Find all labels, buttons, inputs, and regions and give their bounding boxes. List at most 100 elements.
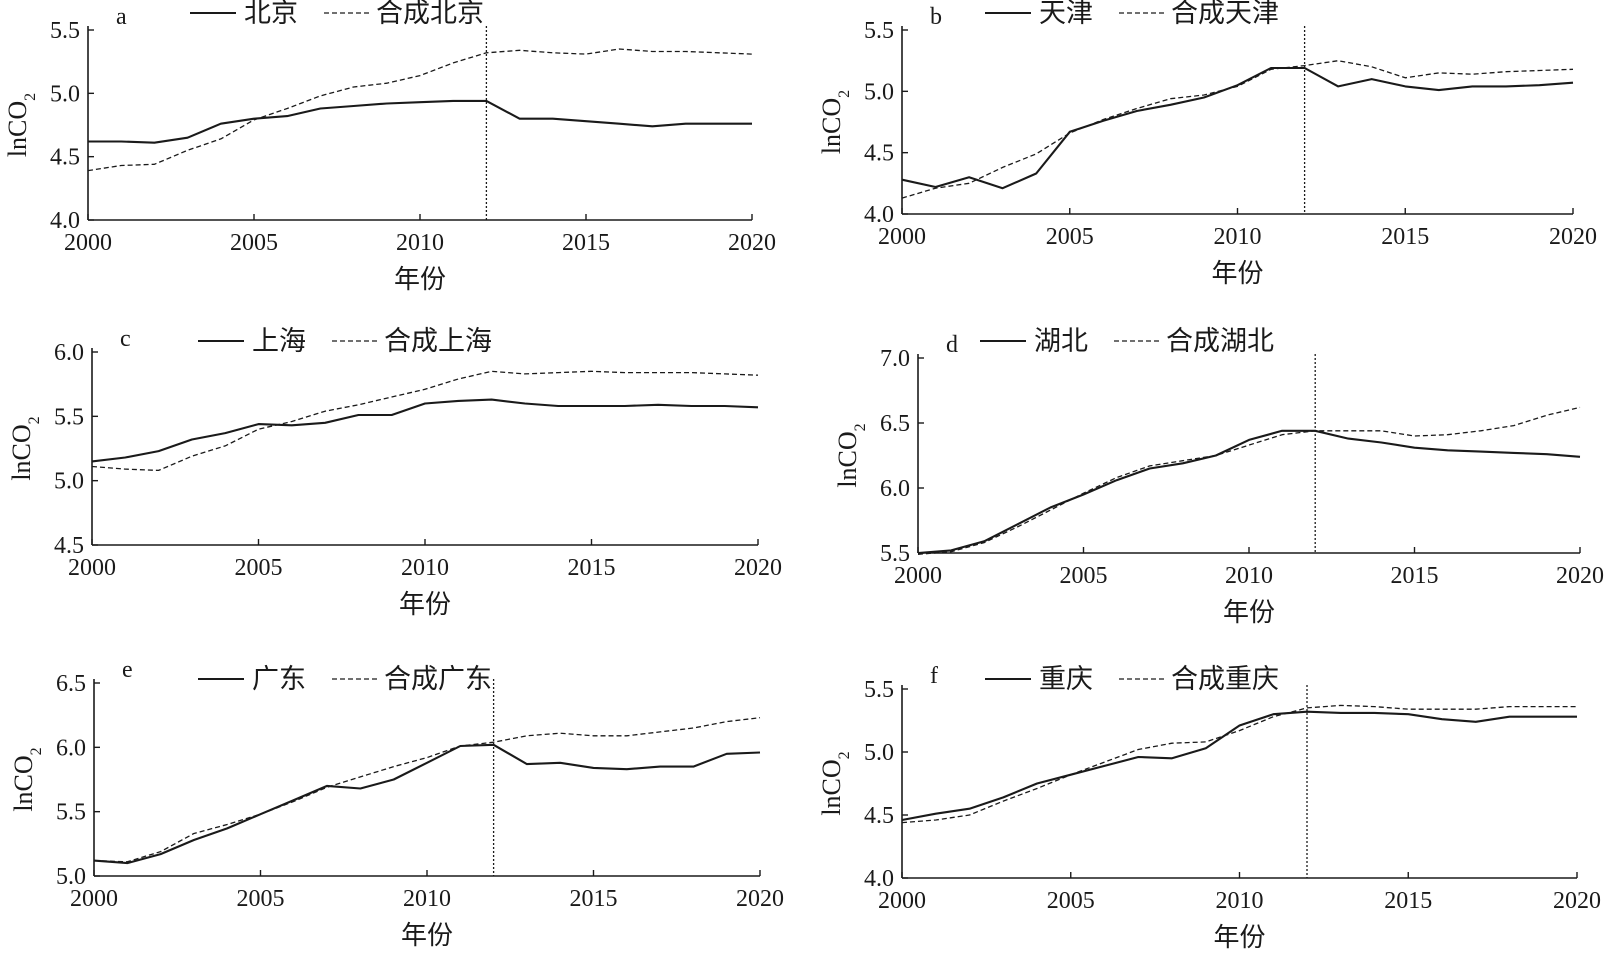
panel-a: 4.0 4.5 5.0 5.5 2000 2005 2010 2015 2020 年份 lnCO2 a… xyxy=(3,0,776,294)
x-tick-label: 2005 xyxy=(1046,224,1094,250)
y-tick-label: 5.5 xyxy=(56,800,86,826)
x-tick-label: 2010 xyxy=(396,230,444,256)
panel-letter: f xyxy=(930,663,938,689)
y-tick-label: 5.5 xyxy=(864,18,894,44)
x-tick-label: 2020 xyxy=(1549,224,1597,250)
y-tick-label: 5.5 xyxy=(50,18,80,44)
actual-series-line xyxy=(901,710,1577,822)
legend-label-synthetic: 合成北京 xyxy=(376,0,484,28)
y-tick-label: 7.0 xyxy=(880,346,910,372)
panel-e: 5.0 5.5 6.0 6.5 2000 2005 2010 2015 2020 年份 lnCO2 e… xyxy=(9,657,784,950)
y-axis-label-main: lnCO xyxy=(9,755,38,811)
legend: 天津 合成天津 xyxy=(985,0,1279,28)
y-tick-label: 5.0 xyxy=(56,864,86,890)
y-tick-label: 5.5 xyxy=(864,677,894,703)
x-tick-label: 2010 xyxy=(401,555,449,581)
y-axis-label: lnCO2 xyxy=(817,751,853,815)
y-axis-label-main: lnCO xyxy=(833,431,862,487)
x-tick-label: 2000 xyxy=(68,555,116,581)
y-axis-label-subscript: 2 xyxy=(836,751,853,759)
x-axis-label: 年份 xyxy=(1223,598,1275,627)
x-axis-label: 年份 xyxy=(399,590,451,619)
legend-label-synthetic: 合成上海 xyxy=(384,326,492,356)
x-tick-label: 2015 xyxy=(1381,224,1429,250)
synthetic-series-line xyxy=(93,717,761,863)
y-tick-label: 6.5 xyxy=(56,671,86,697)
y-axis-label: lnCO2 xyxy=(817,90,853,154)
y-axis-label-subscript: 2 xyxy=(836,90,853,98)
legend-label-synthetic: 合成天津 xyxy=(1171,0,1279,28)
x-tick-label: 2005 xyxy=(235,555,283,581)
x-tick-label: 2010 xyxy=(1216,888,1264,914)
legend-label-actual: 上海 xyxy=(252,326,306,356)
synthetic-series-line xyxy=(91,370,759,472)
panel-b: 4.0 4.5 5.0 5.5 2000 2005 2010 2015 2020 年份 lnCO2 b… xyxy=(817,0,1597,288)
y-tick-label: 4.5 xyxy=(864,803,894,829)
x-tick-label: 2005 xyxy=(1060,563,1108,589)
x-tick-label: 2005 xyxy=(237,886,285,912)
x-tick-label: 2015 xyxy=(568,555,616,581)
synthetic-series-line xyxy=(917,406,1581,555)
x-tick-label: 2020 xyxy=(728,230,776,256)
y-tick-label: 4.5 xyxy=(864,141,894,167)
y-axis-label-main: lnCO xyxy=(7,424,36,480)
x-tick-label: 2020 xyxy=(1553,888,1601,914)
y-axis-label: lnCO2 xyxy=(3,93,39,157)
synthetic-series-line xyxy=(901,60,1574,199)
y-axis-label: lnCO2 xyxy=(7,416,43,480)
y-axis-label-main: lnCO xyxy=(817,759,846,815)
legend-label-synthetic: 合成广东 xyxy=(384,664,492,694)
panel-letter: a xyxy=(116,4,127,30)
synthetic-series-line xyxy=(87,48,753,172)
x-axis-label: 年份 xyxy=(1213,923,1265,952)
y-tick-label: 6.0 xyxy=(880,476,910,502)
y-tick-label: 5.0 xyxy=(864,740,894,766)
actual-series-line xyxy=(91,398,759,463)
y-tick-label: 5.5 xyxy=(54,404,84,430)
actual-series-line xyxy=(917,429,1581,555)
x-tick-label: 2000 xyxy=(64,230,112,256)
y-axis-label-subscript: 2 xyxy=(852,423,869,431)
legend-label-actual: 湖北 xyxy=(1034,326,1088,356)
x-tick-label: 2015 xyxy=(562,230,610,256)
panel-letter: e xyxy=(122,657,133,683)
legend: 广东 合成广东 xyxy=(198,664,492,694)
actual-series-line xyxy=(901,66,1574,190)
legend-label-synthetic: 合成重庆 xyxy=(1171,664,1279,694)
y-tick-label: 4.5 xyxy=(50,145,80,171)
synthetic-series-line xyxy=(901,704,1577,824)
x-axis-label: 年份 xyxy=(1211,259,1263,288)
y-axis-label: lnCO2 xyxy=(9,747,45,811)
y-tick-label: 6.0 xyxy=(56,735,86,761)
legend-label-actual: 广东 xyxy=(252,664,306,694)
y-axis-label-subscript: 2 xyxy=(22,93,39,101)
y-tick-label: 5.5 xyxy=(880,541,910,567)
x-tick-label: 2000 xyxy=(894,563,942,589)
x-tick-label: 2010 xyxy=(1225,563,1273,589)
x-axis-label: 年份 xyxy=(401,921,453,950)
y-tick-label: 5.0 xyxy=(864,79,894,105)
y-tick-label: 4.0 xyxy=(864,202,894,228)
legend: 上海 合成上海 xyxy=(198,326,492,356)
y-tick-label: 6.0 xyxy=(54,340,84,366)
x-tick-label: 2005 xyxy=(230,230,278,256)
panel-f: 4.0 4.5 5.0 5.5 2000 2005 2010 2015 2020 年份 lnCO2 f… xyxy=(817,663,1601,952)
legend-label-actual: 天津 xyxy=(1039,0,1093,28)
x-tick-label: 2010 xyxy=(403,886,451,912)
actual-series-line xyxy=(88,99,752,144)
x-tick-label: 2020 xyxy=(734,555,782,581)
y-tick-label: 4.5 xyxy=(54,533,84,559)
y-tick-label: 4.0 xyxy=(864,866,894,892)
y-axis-label: lnCO2 xyxy=(833,423,869,487)
legend-label-actual: 北京 xyxy=(244,0,298,28)
x-tick-label: 2010 xyxy=(1214,224,1262,250)
y-axis-label-main: lnCO xyxy=(3,101,32,157)
panel-d: 5.5 6.0 6.5 7.0 2000 2005 2010 2015 2020 年份 lnCO2 d… xyxy=(833,326,1604,627)
panel-c: 4.5 5.0 5.5 6.0 2000 2005 2010 2015 2020 年份 lnCO2 c… xyxy=(7,326,782,619)
legend-label-actual: 重庆 xyxy=(1039,664,1093,694)
x-tick-label: 2000 xyxy=(878,888,926,914)
x-tick-label: 2000 xyxy=(878,224,926,250)
actual-series-line xyxy=(93,743,761,865)
panel-letter: b xyxy=(930,4,942,30)
